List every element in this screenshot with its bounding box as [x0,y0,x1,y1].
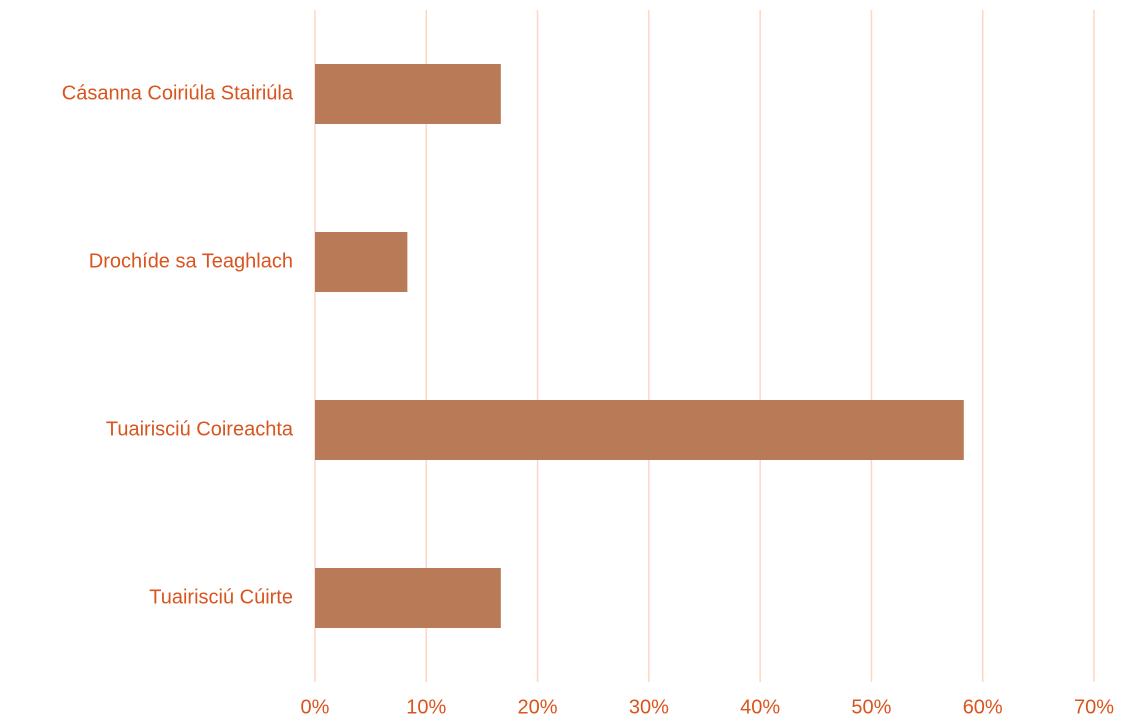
x-tick-label: 20% [518,696,558,718]
bar [315,64,501,124]
x-tick-label: 40% [740,696,780,718]
x-tick-label: 70% [1074,696,1114,718]
x-tick-label: 50% [851,696,891,718]
x-tick-label: 0% [301,696,330,718]
x-tick-label: 60% [963,696,1003,718]
x-tick-label: 10% [406,696,446,718]
bar [315,232,408,292]
bar [315,400,964,460]
y-tick-label: Cásanna Coiriúla Stairiúla [62,82,294,104]
y-tick-label: Tuairisciú Coireachta [106,418,294,440]
y-tick-label: Tuairisciú Cúirte [149,586,293,608]
y-tick-label: Drochíde sa Teaghlach [89,250,293,272]
x-tick-label: 30% [629,696,669,718]
bar [315,568,501,628]
